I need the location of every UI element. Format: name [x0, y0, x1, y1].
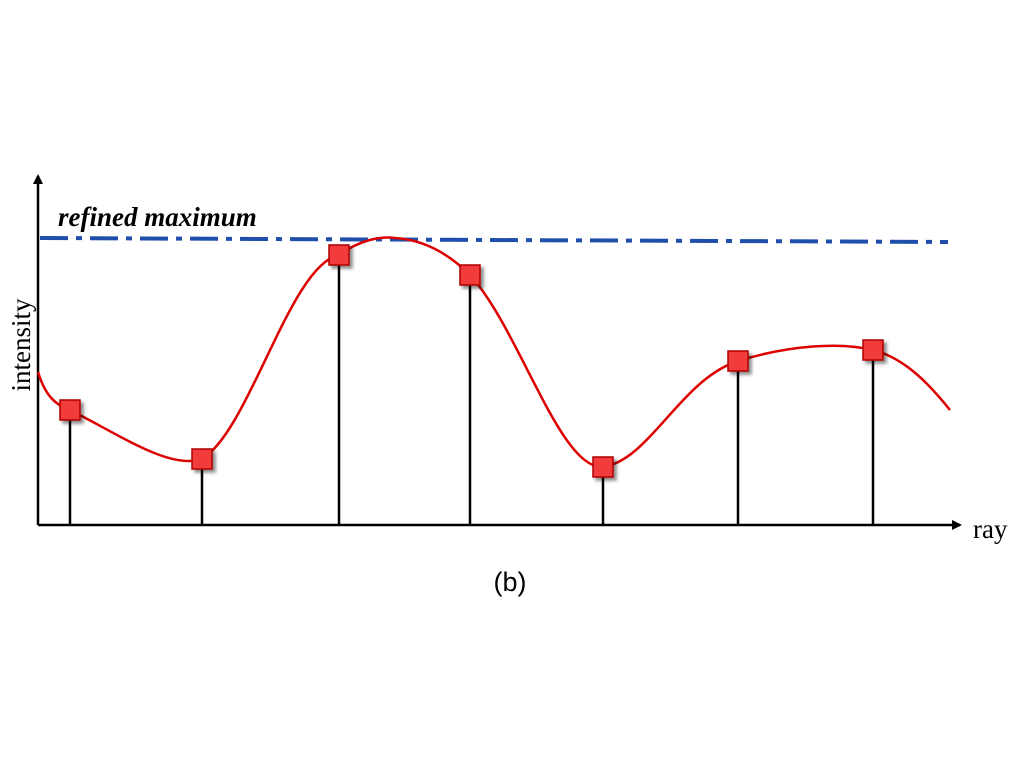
sample — [727, 350, 749, 372]
annotation: refined maximum — [58, 202, 257, 232]
sample — [59, 399, 81, 421]
samples — [59, 244, 884, 478]
stems — [68, 255, 875, 525]
intensity-curve — [36, 236, 951, 469]
refined-maximum-line — [39, 236, 949, 244]
sample — [862, 339, 884, 361]
sample — [328, 244, 350, 266]
sample — [592, 456, 614, 478]
sample — [191, 448, 213, 470]
x-axis-label: ray — [973, 514, 1008, 544]
y-axis-label: intensity — [6, 298, 36, 391]
sample — [459, 264, 481, 286]
caption: (b) — [494, 567, 527, 597]
